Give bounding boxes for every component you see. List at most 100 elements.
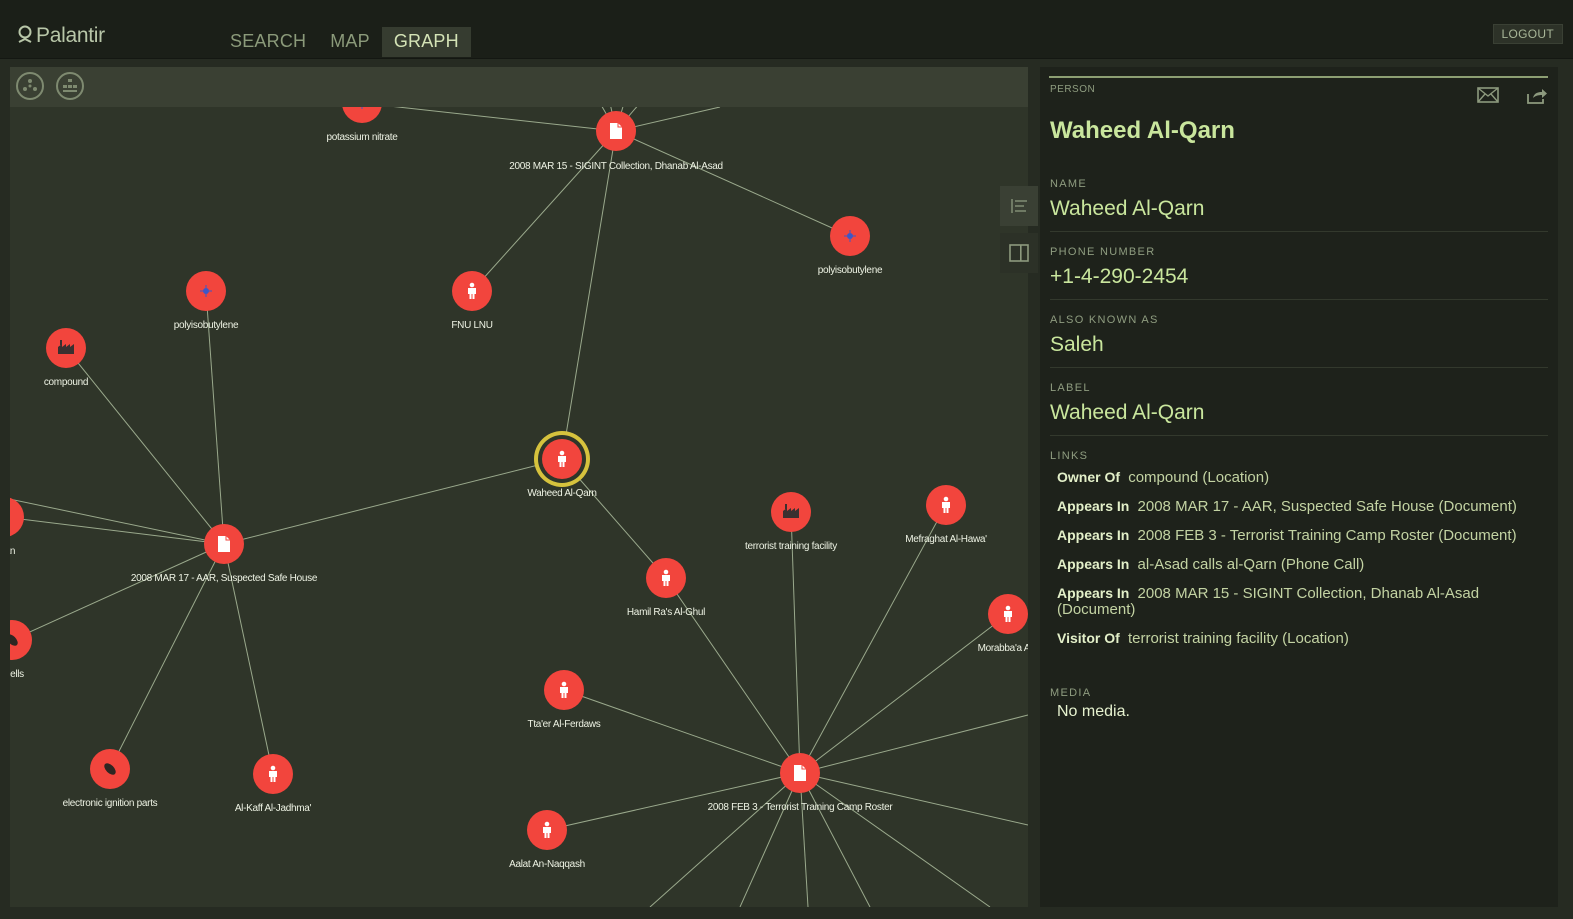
link-item[interactable]: Appears In 2008 MAR 17 - AAR, Suspected … [1057, 498, 1547, 515]
person-icon [662, 569, 670, 586]
link-graph[interactable]: potassium nitrate 2008 MAR 15 - SIGINT Co… [10, 67, 1028, 907]
graph-node[interactable]: electronic ignition parts [63, 749, 158, 809]
graph-node[interactable]: polyisobutylene [818, 216, 883, 276]
graph-edge [65, 347, 225, 545]
graph-node[interactable]: FNU LNU [451, 271, 493, 331]
object-type-label: PERSON [1050, 84, 1096, 95]
graph-edge [799, 613, 1009, 774]
link-item[interactable]: Appears In 2008 MAR 15 - SIGINT Collecti… [1057, 585, 1547, 618]
link-target[interactable]: terrorist training facility (Location) [1127, 630, 1349, 647]
link-target[interactable]: compound (Location) [1128, 469, 1270, 486]
links-section-label: LINKS [1050, 450, 1548, 462]
node-label: Morabba'a An- [978, 643, 1028, 654]
graph-node[interactable]: shells [10, 620, 32, 680]
graph-node[interactable]: Al-Kaff Al-Jadhma' [235, 754, 312, 814]
graph-edge [799, 504, 947, 774]
field-label: NAME [1050, 178, 1087, 190]
palantir-logo[interactable]: Palantir [18, 24, 105, 48]
weapon-icon [10, 634, 18, 646]
graph-node[interactable]: Aalat An-Naqqash [509, 810, 585, 870]
tab-graph[interactable]: GRAPH [381, 27, 471, 57]
graph-edge [561, 130, 617, 460]
graph-edge [11, 543, 225, 641]
graph-edge [790, 511, 801, 774]
graph-edge [799, 772, 1028, 826]
link-item[interactable]: Owner Of compound (Location) [1057, 469, 1547, 486]
node-label: -'inan [10, 546, 15, 557]
node-label: polyisobutylene [818, 265, 883, 276]
node-label: potassium nitrate [326, 132, 398, 143]
graph-node[interactable]: Tta'er Al-Ferdaws [528, 670, 601, 730]
network-layout-icon[interactable] [16, 72, 44, 100]
graph-node[interactable]: terrorist training facility [745, 492, 838, 552]
link-target[interactable]: 2008 MAR 15 - SIGINT Collection, Dhanab … [1057, 585, 1480, 618]
panel-view-icon[interactable] [1000, 233, 1038, 273]
node-circle[interactable] [10, 620, 32, 660]
graph-canvas[interactable]: potassium nitrate 2008 MAR 15 - SIGINT Co… [10, 67, 1028, 907]
tab-map[interactable]: MAP [330, 31, 370, 51]
tab-search[interactable]: SEARCH [230, 31, 307, 51]
link-item[interactable]: Visitor Of terrorist training facility (… [1057, 630, 1547, 647]
node-circle[interactable] [10, 497, 24, 537]
graph-edge [223, 458, 563, 545]
detail-panel: PERSON Waheed Al-Qarn NAME Waheed Al-Qar… [1040, 67, 1558, 907]
hierarchy-layout-icon[interactable] [56, 72, 84, 100]
top-bar: Palantir SEARCH MAP GRAPH LOGOUT [0, 0, 1573, 59]
graph-node[interactable]: Mefraghat Al-Hawa' [905, 485, 987, 545]
link-item[interactable]: Appears In al-Asad calls al-Qarn (Phone … [1057, 556, 1547, 573]
document-icon [610, 123, 622, 139]
graph-edge [649, 772, 801, 907]
media-section-label: MEDIA [1050, 687, 1548, 699]
person-icon [269, 765, 277, 782]
object-title: Waheed Al-Qarn [1050, 117, 1235, 144]
field-phone-number: PHONE NUMBER +1-4-290-2454 [1050, 246, 1548, 300]
node-label: 2008 MAR 17 - AAR, Suspected Safe House [131, 573, 318, 584]
graph-node[interactable]: 2008 FEB 3 - Terrorist Training Camp Ros… [708, 753, 894, 813]
person-icon [560, 681, 568, 698]
logo-text: Palantir [36, 24, 105, 47]
link-relation: Appears In [1057, 498, 1130, 514]
palantir-logo-icon [18, 25, 32, 43]
panel-divider [1049, 76, 1548, 78]
graph-node[interactable]: Waheed Al-Qarn [527, 431, 597, 499]
list-align-icon[interactable] [1000, 186, 1038, 226]
link-target[interactable]: al-Asad calls al-Qarn (Phone Call) [1137, 556, 1365, 573]
logout-button[interactable]: LOGOUT [1492, 24, 1563, 44]
side-tabs [1000, 186, 1038, 280]
share-icon[interactable] [1526, 87, 1548, 110]
node-label: 2008 MAR 15 - SIGINT Collection, Dhanab … [509, 161, 723, 172]
email-icon[interactable] [1477, 87, 1499, 108]
node-label: terrorist training facility [745, 541, 837, 552]
graph-edge [109, 543, 225, 770]
node-label: Aalat An-Naqqash [509, 859, 585, 870]
field-name: NAME Waheed Al-Qarn [1050, 178, 1548, 232]
graph-edge [799, 714, 1028, 774]
link-target[interactable]: 2008 FEB 3 - Terrorist Training Camp Ros… [1137, 527, 1517, 544]
link-relation: Visitor Of [1057, 630, 1120, 646]
graph-node[interactable]: compound [44, 328, 88, 388]
weapon-icon [104, 763, 116, 775]
field-divider [1050, 299, 1548, 300]
graph-node[interactable]: -'inan [10, 497, 24, 557]
field-value: +1-4-290-2454 [1050, 265, 1189, 288]
links-label: LINKS [1050, 450, 1089, 462]
link-relation: Appears In [1057, 556, 1130, 572]
graph-node[interactable]: 2008 MAR 17 - AAR, Suspected Safe House [131, 524, 318, 584]
graph-node[interactable]: 2008 MAR 15 - SIGINT Collection, Dhanab … [509, 111, 723, 172]
link-target[interactable]: 2008 MAR 17 - AAR, Suspected Safe House … [1137, 498, 1517, 515]
node-label: Tta'er Al-Ferdaws [528, 719, 601, 730]
media-label: MEDIA [1050, 687, 1092, 699]
graph-node[interactable]: Morabba'a An- [978, 594, 1028, 654]
location-icon [58, 340, 74, 354]
link-item[interactable]: Appears In 2008 FEB 3 - Terrorist Traini… [1057, 527, 1547, 544]
chemical-icon [200, 285, 212, 297]
graph-node[interactable]: polyisobutylene [174, 271, 239, 331]
field-label-prop: LABEL Waheed Al-Qarn [1050, 382, 1548, 436]
document-icon [218, 536, 230, 552]
graph-toolbar [10, 67, 1028, 107]
field-value: Waheed Al-Qarn [1050, 197, 1205, 220]
graph-edge [615, 130, 851, 237]
graph-node[interactable]: Hamil Ra's Al-Ghul [627, 558, 705, 618]
node-label: Al-Kaff Al-Jadhma' [235, 803, 312, 814]
node-label: Hamil Ra's Al-Ghul [627, 607, 705, 618]
